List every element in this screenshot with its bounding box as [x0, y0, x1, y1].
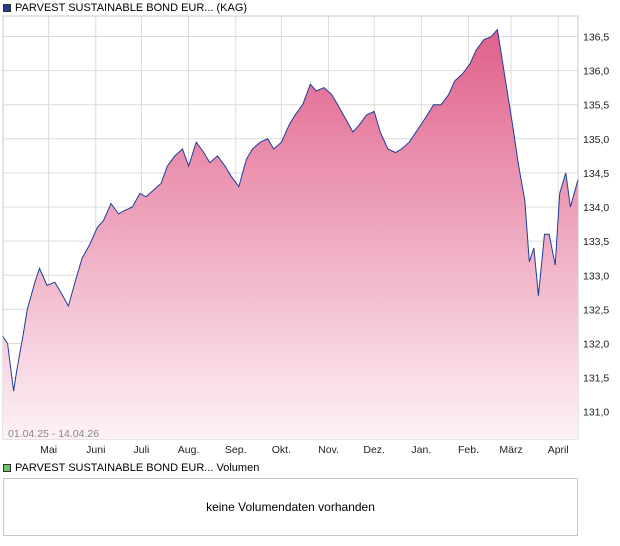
x-tick-label: Juli	[134, 444, 150, 456]
x-tick-label: Jan.	[411, 444, 431, 456]
price-legend-swatch	[3, 4, 11, 12]
volume-legend-swatch	[3, 464, 11, 472]
y-tick-label: 133,5	[583, 236, 609, 248]
x-tick-label: Juni	[86, 444, 105, 456]
y-tick-label: 136,0	[583, 66, 609, 78]
y-tick-label: 135,0	[583, 134, 609, 146]
x-tick-label: Nov.	[318, 444, 339, 456]
x-tick-label: April	[548, 444, 569, 456]
volume-legend: PARVEST SUSTAINABLE BOND EUR... Volumen	[3, 461, 259, 475]
volume-legend-label: PARVEST SUSTAINABLE BOND EUR... Volumen	[15, 462, 260, 474]
y-tick-label: 133,0	[583, 270, 609, 282]
x-tick-label: Dez.	[363, 444, 385, 456]
y-tick-label: 132,5	[583, 304, 609, 316]
price-legend-label: PARVEST SUSTAINABLE BOND EUR... (KAG)	[15, 2, 248, 14]
y-tick-label: 132,0	[583, 338, 609, 350]
price-area-fill	[3, 29, 578, 439]
volume-empty-message: keine Volumendaten vorhanden	[206, 500, 375, 514]
y-tick-label: 131,0	[583, 407, 609, 419]
price-legend: PARVEST SUSTAINABLE BOND EUR... (KAG)	[3, 1, 247, 15]
x-tick-label: Aug.	[178, 444, 200, 456]
y-tick-label: 134,5	[583, 168, 609, 180]
y-tick-label: 135,5	[583, 100, 609, 112]
date-range-label: 01.04.25 - 14.04.26	[8, 428, 99, 440]
x-tick-label: Sep.	[225, 444, 247, 456]
y-tick-label: 131,5	[583, 373, 609, 385]
x-tick-label: März	[499, 444, 522, 456]
y-axis-tick-labels: 131,0 131,5 132,0 132,5 133,0 133,5 134,0 134,5…	[583, 31, 609, 418]
x-tick-label: Feb.	[458, 444, 479, 456]
x-tick-label: Okt.	[272, 444, 291, 456]
price-line	[2, 28, 579, 392]
y-tick-label: 136,5	[583, 31, 609, 43]
x-axis-tick-labels: Mai Juni Juli Aug. Sep. Okt. Nov. Dez. Jan. Feb. M…	[40, 444, 569, 456]
y-tick-label: 134,0	[583, 202, 609, 214]
volume-panel: keine Volumendaten vorhanden	[3, 478, 578, 536]
price-chart: 131,0 131,5 132,0 132,5 133,0 133,5 134,0 134,5…	[2, 15, 609, 456]
x-tick-label: Mai	[40, 444, 57, 456]
